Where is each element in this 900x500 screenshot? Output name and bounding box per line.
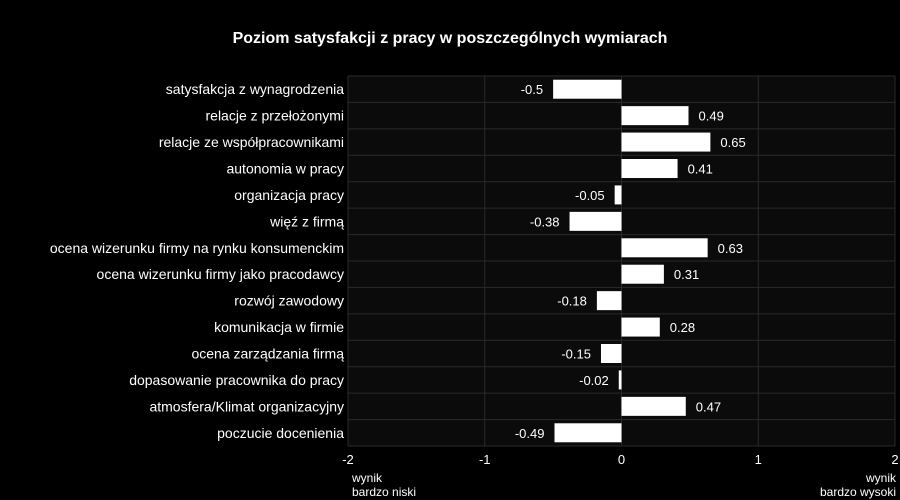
- category-label: komunikacja w firmie: [214, 319, 344, 335]
- bar: [600, 344, 622, 363]
- bar: [621, 396, 686, 416]
- high-end-label: bardzo wysoki: [820, 485, 896, 499]
- data-label: -0.49: [515, 426, 545, 441]
- category-label: atmosfera/Klimat organizacyjny: [149, 398, 344, 414]
- data-label: -0.38: [530, 214, 560, 229]
- category-label: rozwój zawodowy: [234, 293, 344, 309]
- x-tick-labels: -2 -1 0 1 2: [342, 452, 898, 467]
- data-label: -0.02: [579, 373, 609, 388]
- bars: [553, 79, 711, 443]
- bar: [621, 132, 711, 152]
- category-labels: satysfakcja z wynagrodzenia relacje z prz…: [50, 81, 344, 441]
- data-label: -0.5: [521, 82, 543, 97]
- data-label: 0.31: [674, 267, 699, 282]
- x-tick-label: 0: [618, 452, 625, 467]
- category-label: satysfakcja z wynagrodzenia: [166, 81, 344, 97]
- bar: [621, 264, 664, 284]
- low-end-label: bardzo niski: [352, 485, 416, 499]
- gridlines: [347, 75, 896, 447]
- value-labels: -0.5 0.49 0.65 0.41 -0.05 -0.38 0.63 0.31 -0.18 0…: [515, 82, 746, 441]
- category-label: poczucie docenienia: [217, 425, 344, 441]
- data-label: 0.49: [699, 109, 724, 124]
- data-label: -0.18: [557, 294, 587, 309]
- data-label: -0.15: [561, 347, 591, 362]
- data-label: -0.05: [575, 188, 605, 203]
- high-end-label: wynik: [865, 471, 897, 485]
- category-label: ocena wizerunku firmy jako pracodawcy: [97, 266, 344, 282]
- data-label: 0.41: [688, 162, 713, 177]
- bar: [618, 370, 622, 390]
- bar: [569, 211, 622, 231]
- bar: [596, 291, 622, 311]
- x-tick-label: 2: [891, 452, 898, 467]
- bar: [621, 159, 678, 178]
- category-label: relacje ze współpracownikami: [159, 134, 344, 150]
- x-tick-label: -2: [342, 452, 354, 467]
- bar: [554, 423, 622, 443]
- category-label: autonomia w pracy: [226, 161, 344, 177]
- category-label: organizacja pracy: [234, 187, 344, 203]
- category-label: dopasowanie pracownika do pracy: [129, 372, 344, 388]
- bar: [553, 79, 622, 99]
- x-tick-label: 1: [755, 452, 762, 467]
- bar: [621, 317, 660, 337]
- bar: [614, 185, 622, 205]
- bar: [621, 238, 708, 258]
- x-tick-label: -1: [479, 452, 491, 467]
- low-end-label: wynik: [351, 471, 383, 485]
- chart-title: Poziom satysfakcji z pracy w poszczególn…: [233, 30, 668, 47]
- category-label: relacje z przełożonymi: [206, 108, 345, 124]
- data-label: 0.63: [718, 241, 743, 256]
- category-label: więź z firmą: [269, 213, 344, 229]
- data-label: 0.47: [696, 399, 721, 414]
- data-label: 0.65: [720, 135, 745, 150]
- category-label: ocena zarządzania firmą: [191, 346, 344, 362]
- bar: [621, 106, 689, 126]
- category-label: ocena wizerunku firmy na rynku konsumenc…: [50, 240, 344, 256]
- data-label: 0.28: [670, 320, 695, 335]
